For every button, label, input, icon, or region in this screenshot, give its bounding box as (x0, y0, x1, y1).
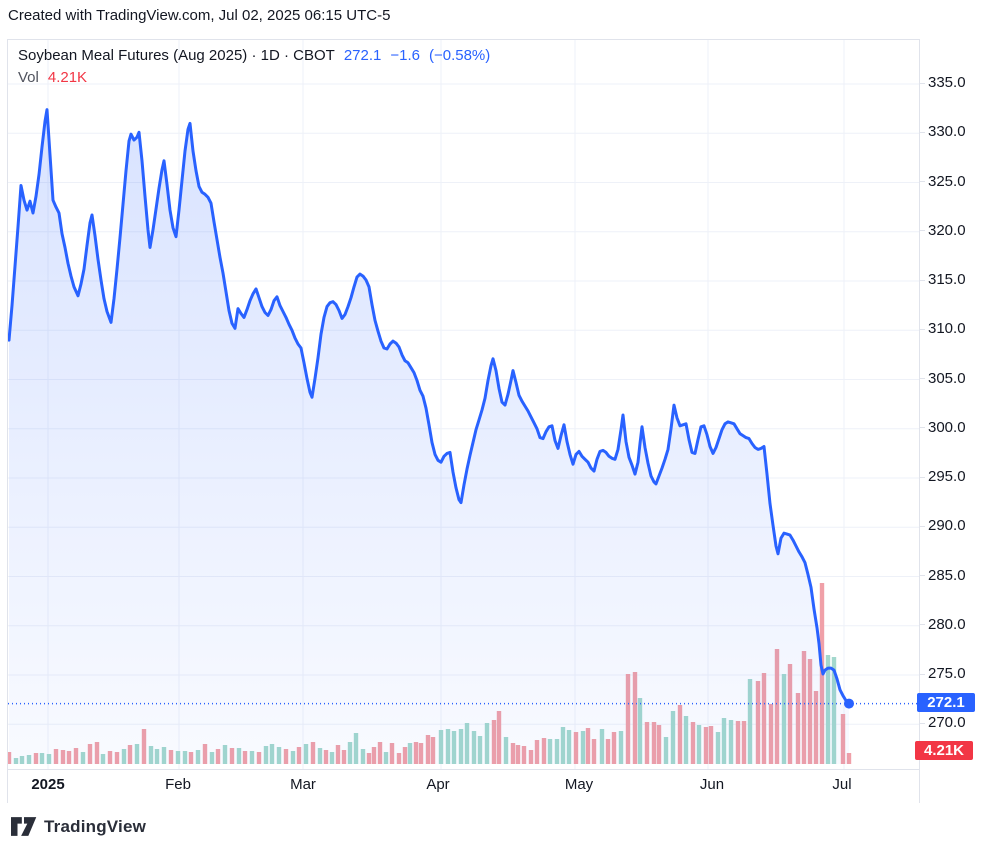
price-tick-mark (920, 624, 925, 625)
price-tick-mark (920, 427, 925, 428)
price-tick-mark (920, 575, 925, 576)
price-change-value: −1.6 (390, 47, 420, 64)
price-tick-mark (920, 526, 925, 527)
price-tick-mark (920, 181, 925, 182)
time-axis-label-2025: 2025 (31, 776, 65, 793)
price-tick-label: 270.0 (928, 714, 966, 732)
tradingview-logo-icon (11, 816, 37, 837)
time-axis[interactable]: 2025 Feb Mar Apr May Jun Jul (8, 769, 919, 803)
price-tick-label: 325.0 (928, 172, 966, 190)
time-axis-label-apr: Apr (426, 776, 450, 793)
price-tick-label: 330.0 (928, 123, 966, 141)
price-chart-canvas[interactable] (8, 40, 919, 802)
chart-legend: Soybean Meal Futures (Aug 2025) · 1D · C… (18, 45, 490, 89)
attribution-text: Created with TradingView.com, Jul 02, 20… (8, 7, 391, 24)
symbol-title[interactable]: Soybean Meal Futures (Aug 2025) · 1D · C… (18, 47, 335, 64)
price-tick-label: 285.0 (928, 566, 966, 584)
time-axis-label-jul: Jul (832, 776, 852, 793)
last-price-dot (844, 698, 854, 709)
price-tick-mark (920, 378, 925, 379)
last-price-badge: 272.1 (917, 692, 975, 712)
price-tick-mark (920, 723, 925, 724)
tradingview-logo-text: TradingView (44, 816, 147, 836)
price-tick-label: 310.0 (928, 320, 966, 338)
price-tick-label: 275.0 (928, 665, 966, 682)
price-tick-label: 295.0 (928, 468, 966, 485)
price-change-percent: (−0.58%) (428, 47, 491, 64)
last-price-value: 272.1 (343, 47, 382, 64)
price-tick-label: 315.0 (928, 271, 966, 288)
price-tick-label: 300.0 (928, 418, 966, 436)
price-axis[interactable]: 272.1 4.21K 335.0 330.0 325.0 320.0 315.0 310… (915, 39, 992, 803)
price-tick-label: 305.0 (928, 369, 966, 387)
time-axis-label-may: May (564, 776, 594, 793)
chart-panel: Soybean Meal Futures (Aug 2025) · 1D · C… (7, 39, 920, 803)
price-line (8, 108, 851, 706)
price-tick-mark (920, 83, 925, 84)
price-area-fill (9, 109, 849, 765)
volume-label: Vol (18, 69, 39, 86)
price-tick-label: 335.0 (928, 74, 966, 91)
time-axis-label-feb: Feb (165, 776, 191, 793)
price-tick-mark (920, 280, 925, 281)
price-tick-label: 280.0 (928, 615, 966, 633)
price-tick-mark (920, 132, 925, 133)
tradingview-branding[interactable]: TradingView (11, 816, 146, 837)
price-tick-mark (920, 329, 925, 330)
price-tick-mark (920, 477, 925, 478)
time-axis-label-jun: Jun (699, 776, 725, 793)
price-tick-mark (920, 674, 925, 675)
volume-badge: 4.21K (915, 740, 973, 760)
price-tick-mark (920, 230, 925, 231)
volume-value: 4.21K (47, 69, 88, 86)
price-tick-label: 320.0 (928, 221, 966, 239)
time-axis-label-mar: Mar (290, 776, 316, 793)
price-tick-label: 290.0 (928, 517, 966, 535)
